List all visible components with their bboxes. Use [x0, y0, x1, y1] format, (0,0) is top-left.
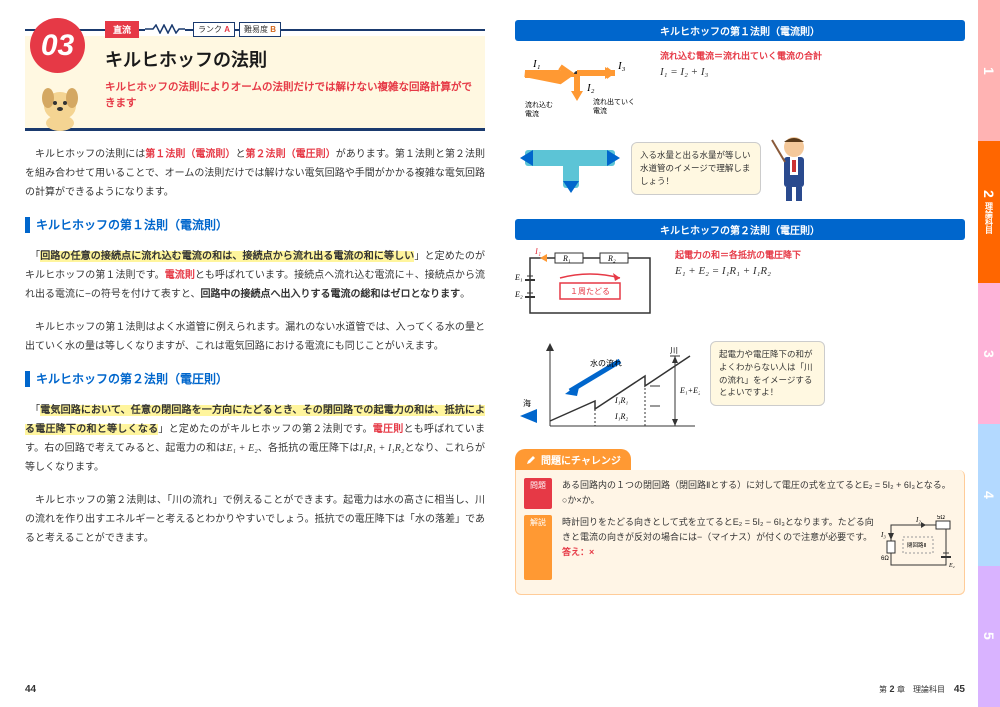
dog-mascot-icon	[33, 76, 88, 131]
svg-text:I₂: I₂	[586, 82, 595, 94]
svg-text:I₁: I₁	[532, 58, 541, 70]
question-text: ある回路内の１つの閉回路（閉回路Ⅱとする）に対して電圧の式を立てるとE₂ = 5…	[562, 478, 956, 509]
page-number-left: 44	[25, 684, 36, 695]
current-node-diagram: I₁ I₃ I₂ 流れ出ていく 電流 流れ込む 電流	[515, 49, 650, 122]
law1-formula: 流れ込む電流＝流れ出ていく電流の合計 I₁ = I₂ + I₃	[660, 49, 822, 78]
svg-text:流れ出ていく: 流れ出ていく	[593, 97, 635, 106]
svg-text:I₃: I₃	[881, 531, 886, 539]
river-speech: 起電力や電圧降下の和がよくわからない人は「川の流れ」をイメージするとよいですよ！	[710, 341, 825, 406]
svg-text:水の流れ: 水の流れ	[590, 358, 622, 368]
pencil-icon	[525, 454, 537, 466]
intro-paragraph: キルヒホッフの法則には第１法則（電流則）と第２法則（電圧則）があります。第１法則…	[25, 145, 485, 202]
svg-text:流れ込む: 流れ込む	[525, 100, 553, 109]
challenge-header: 問題にチャレンジ	[515, 449, 631, 470]
svg-text:I₃: I₃	[617, 60, 626, 72]
answer-text: 時計回りをたどる向きとして式を立てるとE₂ = 5I₂ − 6I₃となります。た…	[562, 515, 875, 580]
pipe-diagram	[515, 135, 625, 203]
tab-4[interactable]: 4	[978, 424, 1000, 565]
right-page: キルヒホッフの第１法則（電流則） I₁ I₃ I₂ 流れ出ていく 電流 流れ込む…	[500, 0, 1000, 707]
svg-text:R₁: R₁	[562, 254, 571, 263]
answer-label: 解説	[524, 515, 552, 580]
unit-title: キルヒホッフの法則	[105, 46, 475, 72]
svg-text:6Ω: 6Ω	[881, 556, 889, 562]
svg-text:I₁R₂: I₁R₂	[614, 412, 628, 421]
svg-text:I₁: I₁	[534, 248, 541, 256]
teacher-icon	[767, 132, 822, 205]
law2-p2: キルヒホッフの第２法則は、「川の流れ」で例えることができます。起電力は水の高さに…	[25, 491, 485, 548]
law2-diagram-row: R₁ R₂ I₁ E₁ E₂ １周たどる 起電力の和＝各抵抗の電圧降下 E₁ +…	[515, 248, 965, 331]
teacher-speech-row: 入る水量と出る水量が等しい水道管のイメージで理解しましょう！	[515, 132, 965, 205]
svg-text:電流: 電流	[593, 106, 607, 115]
svg-text:E₁: E₁	[515, 273, 523, 282]
tab-2[interactable]: 2理論科目	[978, 141, 1000, 282]
svg-text:１周たどる: １周たどる	[570, 287, 610, 296]
svg-text:E₁+E₂: E₁+E₂	[679, 386, 700, 395]
mini-circuit-diagram: 5Ω 6Ω I₂ I₃ E₂ 閉回路Ⅱ	[881, 515, 956, 580]
svg-text:5Ω: 5Ω	[937, 515, 945, 521]
teacher-speech-1: 入る水量と出る水量が等しい水道管のイメージで理解しましょう！	[631, 142, 761, 194]
rank-badge: ランク A	[193, 22, 235, 37]
tab-1[interactable]: 1	[978, 0, 1000, 141]
law1-heading: キルヒホッフの第１法則（電流則）	[25, 216, 485, 233]
svg-text:閉回路Ⅱ: 閉回路Ⅱ	[907, 541, 927, 549]
left-page: 直流 ランク A 難易度 B 03 キルヒホッフの法則 キルヒホッフの法則により…	[0, 0, 500, 707]
svg-text:R₂: R₂	[607, 254, 616, 263]
river-diagram: 海 水の流れ 川 I₁R₁ I₁R₂ E₁+E₂	[515, 341, 700, 439]
svg-text:E₂: E₂	[515, 290, 523, 299]
law1-p1: 「回路の任意の接続点に流れ込む電流の和は、接続点から流れ出る電流の和に等しい」と…	[25, 247, 485, 304]
resistor-icon	[145, 23, 185, 35]
page-number-right: 45	[954, 684, 965, 695]
tab-3[interactable]: 3	[978, 283, 1000, 424]
tab-5[interactable]: 5	[978, 566, 1000, 707]
question-label: 問題	[524, 478, 552, 509]
law1-p2: キルヒホッフの第１法則はよく水道管に例えられます。漏れのない水道管では、入ってく…	[25, 318, 485, 356]
difficulty-badge: 難易度 B	[239, 22, 281, 37]
svg-text:海: 海	[523, 398, 531, 408]
law2-heading: キルヒホッフの第２法則（電圧則）	[25, 370, 485, 387]
law1-diagram-row: I₁ I₃ I₂ 流れ出ていく 電流 流れ込む 電流 流れ込む電流＝流れ出ていく…	[515, 49, 965, 122]
law2-formula: 起電力の和＝各抵抗の電圧降下 E₁ + E₂ = I₁R₁ + I₁R₂	[675, 248, 801, 277]
chapter-label: 第 2 章 理論科目	[879, 684, 945, 695]
unit-number: 03	[30, 18, 85, 73]
challenge-section: 問題にチャレンジ 問題 ある回路内の１つの閉回路（閉回路Ⅱとする）に対して電圧の…	[515, 449, 965, 595]
law2-diagram-header: キルヒホッフの第２法則（電圧則）	[515, 219, 965, 240]
title-block: 03 キルヒホッフの法則 キルヒホッフの法則によりオームの法則だけでは解けない複…	[25, 36, 485, 131]
svg-text:川: 川	[670, 346, 678, 355]
svg-text:I₂: I₂	[915, 516, 921, 524]
svg-text:E₂: E₂	[948, 563, 955, 569]
svg-text:電流: 電流	[525, 109, 539, 118]
dc-badge: 直流	[105, 21, 139, 38]
side-tabs: 1 2理論科目 3 4 5	[978, 0, 1000, 707]
circuit-diagram: R₁ R₂ I₁ E₁ E₂ １周たどる	[515, 248, 665, 331]
river-diagram-row: 海 水の流れ 川 I₁R₁ I₁R₂ E₁+E₂ 起電力や電圧降下の和がよくわから…	[515, 341, 965, 439]
unit-subtitle: キルヒホッフの法則によりオームの法則だけでは解けない複雑な回路計算ができます	[105, 80, 475, 112]
svg-text:I₁R₁: I₁R₁	[614, 396, 628, 405]
law2-p1: 「電気回路において、任意の閉回路を一方向にたどるとき、その閉回路での起電力の和は…	[25, 401, 485, 477]
challenge-box: 問題 ある回路内の１つの閉回路（閉回路Ⅱとする）に対して電圧の式を立てるとE₂ …	[515, 470, 965, 595]
law1-diagram-header: キルヒホッフの第１法則（電流則）	[515, 20, 965, 41]
